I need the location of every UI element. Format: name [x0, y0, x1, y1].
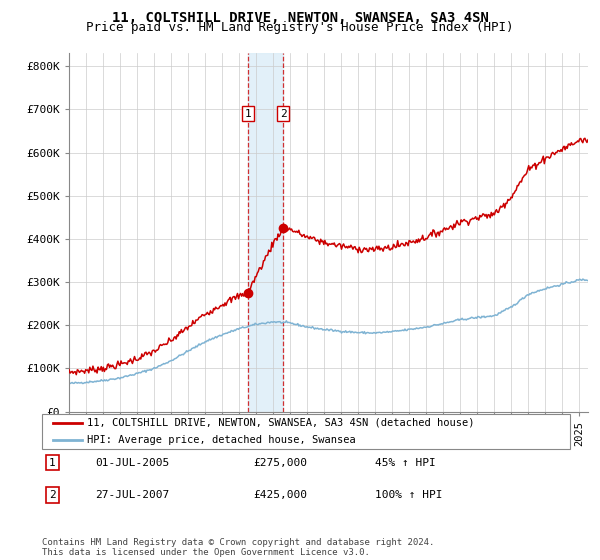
Text: £425,000: £425,000 [253, 490, 307, 500]
Text: 2: 2 [49, 490, 56, 500]
Text: 2: 2 [280, 109, 286, 119]
FancyBboxPatch shape [42, 414, 570, 449]
Text: HPI: Average price, detached house, Swansea: HPI: Average price, detached house, Swan… [87, 435, 356, 445]
Text: 27-JUL-2007: 27-JUL-2007 [95, 490, 169, 500]
Bar [248, 53, 283, 412]
Text: Price paid vs. HM Land Registry's House Price Index (HPI): Price paid vs. HM Land Registry's House … [86, 21, 514, 34]
Text: Contains HM Land Registry data © Crown copyright and database right 2024.
This d: Contains HM Land Registry data © Crown c… [42, 538, 434, 557]
Text: 45% ↑ HPI: 45% ↑ HPI [374, 458, 436, 468]
Text: 100% ↑ HPI: 100% ↑ HPI [374, 490, 442, 500]
Text: 1: 1 [49, 458, 56, 468]
Text: 11, COLTSHILL DRIVE, NEWTON, SWANSEA, SA3 4SN (detached house): 11, COLTSHILL DRIVE, NEWTON, SWANSEA, SA… [87, 418, 475, 428]
Text: 1: 1 [244, 109, 251, 119]
Text: 11, COLTSHILL DRIVE, NEWTON, SWANSEA, SA3 4SN: 11, COLTSHILL DRIVE, NEWTON, SWANSEA, SA… [112, 11, 488, 25]
Text: £275,000: £275,000 [253, 458, 307, 468]
Text: 01-JUL-2005: 01-JUL-2005 [95, 458, 169, 468]
